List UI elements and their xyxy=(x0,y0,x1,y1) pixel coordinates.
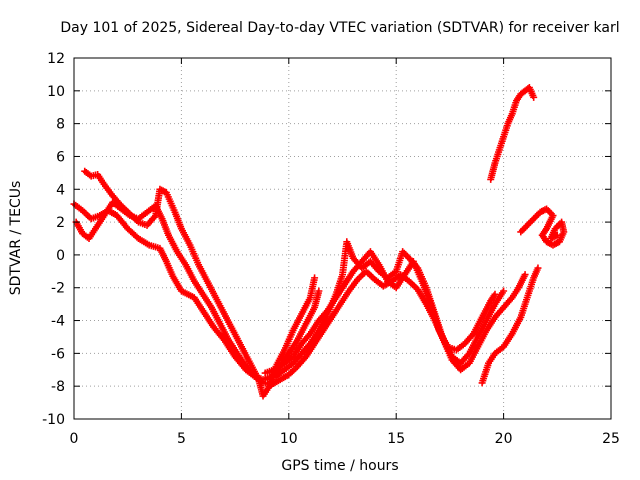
x-tick-label-5: 25 xyxy=(602,431,620,447)
data-point xyxy=(311,274,319,282)
chart-title: Day 101 of 2025, Sidereal Day-to-day VTE… xyxy=(60,20,619,36)
series-track-3 xyxy=(81,167,319,400)
x-tick-label-2: 10 xyxy=(280,431,298,447)
data-point xyxy=(553,231,561,239)
y-tick-label-3: -4 xyxy=(51,314,65,330)
data-point xyxy=(534,264,542,272)
x-tick-label-3: 15 xyxy=(387,431,405,447)
data-point xyxy=(521,271,529,279)
x-tick-label-4: 20 xyxy=(495,431,513,447)
y-tick-label-0: -10 xyxy=(42,412,65,428)
data-point xyxy=(491,290,499,298)
series-track-8 xyxy=(517,205,568,249)
y-tick-label-5: 0 xyxy=(56,248,65,264)
y-tick-label-6: 2 xyxy=(56,215,65,231)
series-track-7 xyxy=(487,84,538,183)
data-series xyxy=(70,84,568,400)
grid-lines xyxy=(74,58,611,419)
data-point xyxy=(500,287,508,295)
y-tick-label-2: -6 xyxy=(51,346,65,362)
series-track-2 xyxy=(72,198,323,384)
y-tick-label-9: 8 xyxy=(56,117,65,133)
y-tick-label-11: 12 xyxy=(47,51,65,67)
series-track-6 xyxy=(478,264,542,387)
axis-ticks: -10 -8 -6 -4 -2 0 2 4 6 8 10 12 0 5 10 15 20 25 xyxy=(42,51,620,447)
y-axis-label: SDTVAR / TECUs xyxy=(8,181,24,296)
x-tick-label-1: 5 xyxy=(177,431,186,447)
x-tick-label-0: 0 xyxy=(70,431,79,447)
y-tick-label-10: 10 xyxy=(47,84,65,100)
plot-frame xyxy=(73,57,612,420)
y-tick-label-4: -2 xyxy=(51,281,65,297)
x-axis-label: GPS time / hours xyxy=(281,458,398,474)
y-tick-label-8: 6 xyxy=(56,149,65,165)
data-point xyxy=(530,93,538,101)
y-tick-label-1: -8 xyxy=(51,379,65,395)
y-tick-label-7: 4 xyxy=(56,182,65,198)
series-track-5 xyxy=(263,238,508,384)
data-point xyxy=(315,287,323,295)
